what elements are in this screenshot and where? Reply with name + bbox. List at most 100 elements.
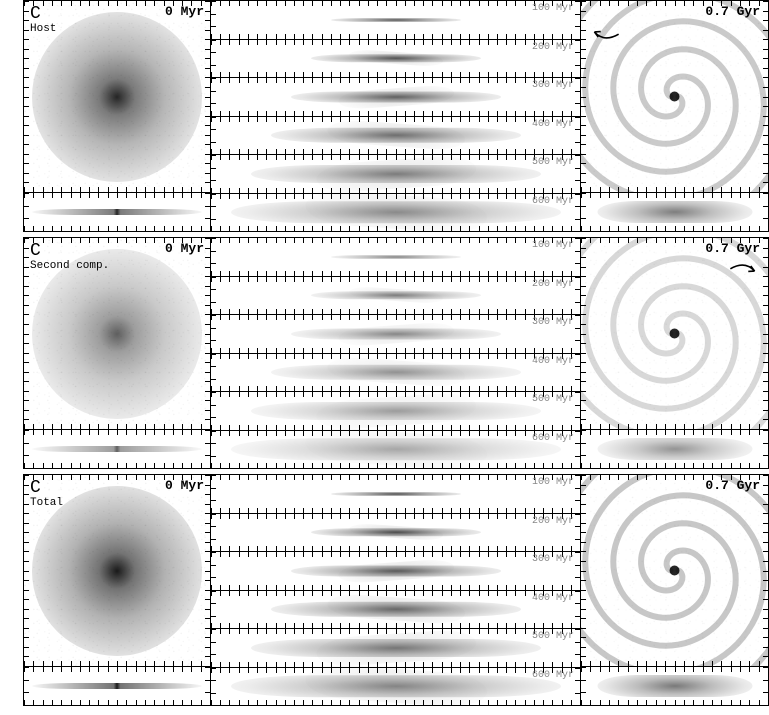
strip-disk [251, 165, 541, 183]
strip-disk [311, 292, 481, 300]
strip-time-label: 300 Myr [532, 80, 574, 91]
time-label-left: 0 Myr [165, 5, 204, 19]
panel-row: CSecond comp.0 Myr100 Myr200 Myr300 Myr4… [23, 237, 769, 469]
timestep-strip: 200 Myr [211, 514, 580, 553]
strip-time-label: 400 Myr [532, 119, 574, 130]
timestep-strip: 100 Myr [211, 1, 580, 40]
spiral-plot [581, 1, 768, 192]
sim-id-label: C [30, 479, 41, 499]
strip-time-label: 100 Myr [532, 240, 574, 251]
timestep-strip: 200 Myr [211, 277, 580, 316]
right-edgeon-panel [581, 193, 768, 231]
left-faceon-panel: CTotal0 Myr [24, 475, 210, 667]
component-label: Total [30, 497, 63, 509]
panel-row: CTotal0 Myr100 Myr200 Myr300 Myr 400 Myr5… [23, 474, 769, 706]
strip-disk [331, 18, 461, 22]
strip-disk [251, 639, 541, 657]
timestep-strip: 400 Myr [211, 354, 580, 393]
timestep-strip: 600 Myr [211, 194, 580, 232]
left-column: CHost 0 Myr [24, 1, 211, 231]
timestep-strip: 500 Myr [211, 392, 580, 431]
disk-edge [597, 675, 752, 697]
right-column: 0.7 Gyr [581, 1, 768, 231]
strip-disk [291, 328, 501, 339]
strip-time-label: 300 Myr [532, 317, 574, 328]
timestep-strip: 300 Myr [211, 315, 580, 354]
strip-time-label: 300 Myr [532, 554, 574, 565]
strip-disk [291, 91, 501, 102]
middle-column: 100 Myr 200 Myr 300 Myr 400 Myr 500 Myr 600 M… [211, 1, 581, 231]
strip-disk-warp [326, 119, 465, 152]
disk-edge [32, 446, 202, 452]
right-faceon-panel: 0.7 Gyr [581, 238, 768, 430]
strip-disk-warp [326, 593, 465, 626]
strip-time-label: 600 Myr [532, 433, 574, 444]
strip-disk-warp [337, 558, 453, 584]
right-edgeon-panel [581, 667, 768, 705]
time-label-right: 0.7 Gyr [705, 479, 760, 493]
strip-time-label: 200 Myr [532, 42, 574, 53]
left-column: CSecond comp.0 Myr [24, 238, 211, 468]
left-faceon-panel: CHost 0 Myr [24, 1, 210, 193]
timestep-strip: 600 Myr [211, 668, 580, 706]
strip-time-label: 100 Myr [532, 3, 574, 14]
time-label-right: 0.7 Gyr [705, 242, 760, 256]
strip-time-label: 600 Myr [532, 670, 574, 681]
strip-disk [271, 128, 521, 143]
time-label-left: 0 Myr [165, 242, 204, 256]
component-label: Second comp. [30, 260, 109, 272]
disk-edge [597, 201, 752, 223]
spiral-plot [581, 238, 768, 429]
timestep-strip: 400 Myr [211, 117, 580, 156]
timestep-strip: 400 Myr [211, 591, 580, 630]
strip-disk-warp [326, 356, 465, 389]
timestep-strip: 300 Myr [211, 78, 580, 117]
strip-disk [231, 439, 561, 461]
strip-time-label: 600 Myr [532, 196, 574, 207]
strip-disk-warp [348, 523, 442, 541]
disk-edge [32, 683, 202, 689]
time-label-right: 0.7 Gyr [705, 5, 760, 19]
component-label: Host [30, 23, 56, 35]
left-faceon-panel: CSecond comp.0 Myr [24, 238, 210, 430]
density-blob [32, 12, 202, 182]
strip-time-label: 500 Myr [532, 394, 574, 405]
strip-disk [311, 55, 481, 63]
strip-disk [231, 202, 561, 224]
strip-disk [271, 602, 521, 617]
timestep-strip: 500 Myr [211, 629, 580, 668]
left-edgeon-panel [24, 667, 210, 705]
density-blob [32, 486, 202, 656]
strip-disk [231, 676, 561, 698]
timestep-strip: 100 Myr [211, 238, 580, 277]
right-faceon-panel: 0.7 Gyr [581, 1, 768, 193]
particle-noise [581, 475, 768, 666]
density-blob [32, 249, 202, 419]
strip-time-label: 500 Myr [532, 157, 574, 168]
right-column: 0.7 Gyr [581, 238, 768, 468]
timestep-strip: 300 Myr [211, 552, 580, 591]
timestep-strip: 200 Myr [211, 40, 580, 79]
strip-disk [271, 365, 521, 380]
right-faceon-panel: 0.7 Gyr [581, 475, 768, 667]
disk-edge [597, 438, 752, 460]
strip-time-label: 200 Myr [532, 279, 574, 290]
left-edgeon-panel [24, 193, 210, 231]
strip-disk [251, 402, 541, 420]
panel-row: CHost 0 Myr 100 Myr 200 Myr 300 Myr 400 Myr 50… [23, 0, 769, 232]
strip-disk-warp [337, 84, 453, 110]
particle-noise [581, 1, 768, 192]
right-edgeon-panel [581, 430, 768, 468]
strip-time-label: 500 Myr [532, 631, 574, 642]
strip-disk-warp [348, 286, 442, 304]
timestep-strip: 500 Myr [211, 155, 580, 194]
left-column: CTotal0 Myr [24, 475, 211, 705]
sim-id-label: C [30, 5, 41, 25]
strip-disk [331, 255, 461, 259]
strip-disk-warp [348, 49, 442, 67]
strip-time-label: 400 Myr [532, 356, 574, 367]
timestep-strip: 100 Myr [211, 475, 580, 514]
timestep-strip: 600 Myr [211, 431, 580, 469]
strip-disk [311, 529, 481, 537]
particle-noise [581, 238, 768, 429]
